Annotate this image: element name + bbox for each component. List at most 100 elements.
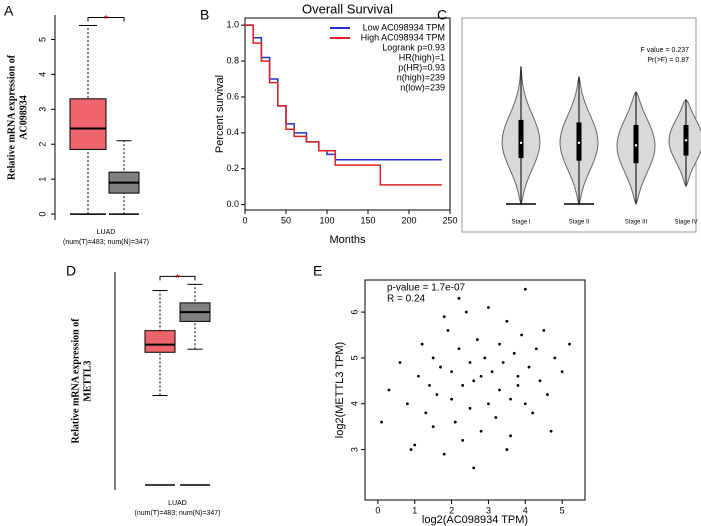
point xyxy=(453,420,457,424)
point xyxy=(472,379,476,383)
x-tick-label: 0 xyxy=(375,505,380,515)
point xyxy=(523,287,527,291)
y-tick-label: 3 xyxy=(349,447,359,452)
point xyxy=(461,439,465,442)
point xyxy=(398,361,402,364)
violin-median xyxy=(519,141,523,145)
y-tick-label: 6 xyxy=(349,310,359,315)
point xyxy=(490,370,494,374)
point xyxy=(431,425,435,429)
panel-label: A xyxy=(4,3,14,19)
y-tick-label: 0 xyxy=(37,212,47,217)
significance-bracket xyxy=(159,275,196,281)
point xyxy=(487,402,490,406)
y-tick-label: 0.2 xyxy=(226,163,239,173)
point xyxy=(420,342,424,346)
y-tick-label: 1 xyxy=(37,177,47,182)
point xyxy=(512,351,516,355)
point xyxy=(534,347,538,351)
point xyxy=(450,397,453,401)
x-tick-label: 2 xyxy=(449,505,454,515)
point xyxy=(442,315,446,319)
point xyxy=(483,356,487,360)
point xyxy=(387,388,391,392)
point xyxy=(509,397,512,401)
x-tick-label: 150 xyxy=(360,215,375,225)
plot-frame xyxy=(364,279,586,501)
legend-label: High AC098934 TPM xyxy=(361,32,445,42)
annotation: Logrank p=0.93 xyxy=(382,42,445,52)
panel-label: E xyxy=(313,263,322,279)
x-tick-label: 5 xyxy=(560,505,565,515)
y-tick-label: 0.6 xyxy=(226,91,239,101)
x-tick-label: 50 xyxy=(281,215,291,225)
point xyxy=(479,429,483,433)
significance: * xyxy=(104,13,109,25)
significance: * xyxy=(175,272,180,284)
y-axis-label: Relative mRNA expression of xyxy=(6,54,17,180)
point xyxy=(464,310,468,314)
y-axis-label: AC098934 xyxy=(18,95,29,139)
category-label: LUAD xyxy=(168,500,187,507)
point xyxy=(542,329,546,332)
point xyxy=(568,342,571,346)
point xyxy=(523,402,527,406)
point xyxy=(498,388,501,392)
x-tick-label: 250 xyxy=(442,215,457,225)
y-axis-label: Relative mRNA expression of xyxy=(70,318,81,444)
point xyxy=(501,361,505,364)
point xyxy=(516,374,520,378)
point xyxy=(431,356,435,360)
x-tick-label: 4 xyxy=(523,505,528,515)
panel-label: C xyxy=(437,7,447,23)
point xyxy=(446,329,450,332)
annotation: R = 0.24 xyxy=(387,294,426,305)
panel-label: B xyxy=(200,7,209,23)
chart-title: Overall Survival xyxy=(302,1,393,16)
point xyxy=(450,370,453,374)
point xyxy=(498,342,501,346)
annotation: Pr(>F) = 0.87 xyxy=(647,57,689,64)
annotation: p(HR)=0.93 xyxy=(398,62,445,72)
point xyxy=(442,452,446,456)
point xyxy=(380,420,383,424)
category-sublabel: (num(T)=483; num(N)=347) xyxy=(63,239,149,246)
significance-bracket xyxy=(87,16,125,22)
point xyxy=(435,393,439,396)
point xyxy=(468,361,472,364)
point xyxy=(461,384,465,387)
point xyxy=(475,338,479,341)
x-axis-label: log2(AC098934 TPM) xyxy=(422,514,528,526)
y-tick-label: 0.8 xyxy=(226,55,239,65)
point xyxy=(468,406,472,410)
point xyxy=(413,443,417,447)
category-label: Stage II xyxy=(569,220,590,226)
point xyxy=(516,384,520,387)
point xyxy=(531,411,535,415)
box xyxy=(69,98,107,150)
x-tick-label: 0 xyxy=(242,215,247,225)
y-axis-label: METTL3 xyxy=(82,360,93,401)
x-tick-label: 3 xyxy=(486,505,491,515)
y-tick-label: 5 xyxy=(37,37,47,42)
point xyxy=(487,306,490,309)
point xyxy=(520,333,524,337)
annotation: F value = 0.237 xyxy=(641,47,690,54)
y-axis-label: Percent survival xyxy=(214,75,226,153)
plot-frame xyxy=(244,17,451,211)
x-tick-label: 200 xyxy=(401,215,416,225)
x-tick-label: 1 xyxy=(412,505,417,515)
panel-label: D xyxy=(66,263,76,279)
point xyxy=(546,393,549,396)
point xyxy=(538,379,542,383)
violin-box xyxy=(633,125,639,164)
point xyxy=(479,374,483,378)
violin-median xyxy=(634,144,638,147)
point xyxy=(527,365,531,369)
point xyxy=(560,370,564,374)
y-tick-label: 0.4 xyxy=(226,127,239,137)
category-label: Stage III xyxy=(625,220,648,226)
x-axis-label: Months xyxy=(329,234,366,246)
y-tick-label: 0.0 xyxy=(226,199,239,209)
